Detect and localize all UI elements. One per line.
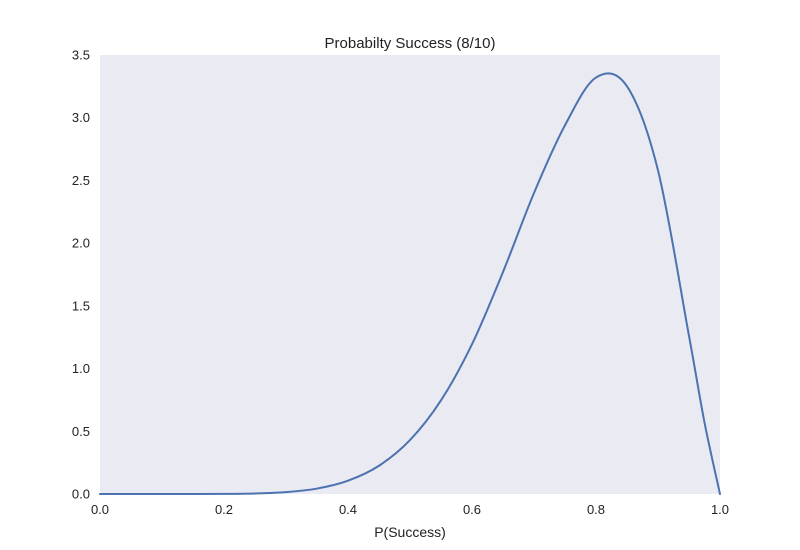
y-tick-label: 0.0 — [72, 487, 90, 502]
y-axis-ticks: 0.0 0.5 1.0 1.5 2.0 2.5 3.0 3.5 — [72, 48, 90, 502]
series-layer — [99, 72, 721, 496]
x-tick-label: 0.2 — [215, 502, 233, 517]
y-tick-label: 3.5 — [72, 48, 90, 63]
x-tick-label: 1.0 — [711, 502, 729, 517]
plot-area — [100, 55, 720, 494]
x-tick-label: 0.6 — [463, 502, 481, 517]
x-tick-label: 0.8 — [587, 502, 605, 517]
x-tick-label: 0.4 — [339, 502, 357, 517]
y-tick-label: 2.0 — [72, 236, 90, 251]
chart-title: Probabilty Success (8/10) — [325, 35, 496, 52]
y-tick-label: 3.0 — [72, 110, 90, 125]
y-tick-label: 1.5 — [72, 298, 90, 313]
series-line — [99, 72, 721, 496]
y-tick-label: 1.0 — [72, 361, 90, 376]
y-tick-label: 0.5 — [72, 424, 90, 439]
x-tick-label: 0.0 — [91, 502, 109, 517]
x-axis-ticks: 0.0 0.2 0.4 0.6 0.8 1.0 — [91, 502, 729, 517]
y-tick-label: 2.5 — [72, 173, 90, 188]
x-axis-label: P(Success) — [374, 524, 446, 540]
